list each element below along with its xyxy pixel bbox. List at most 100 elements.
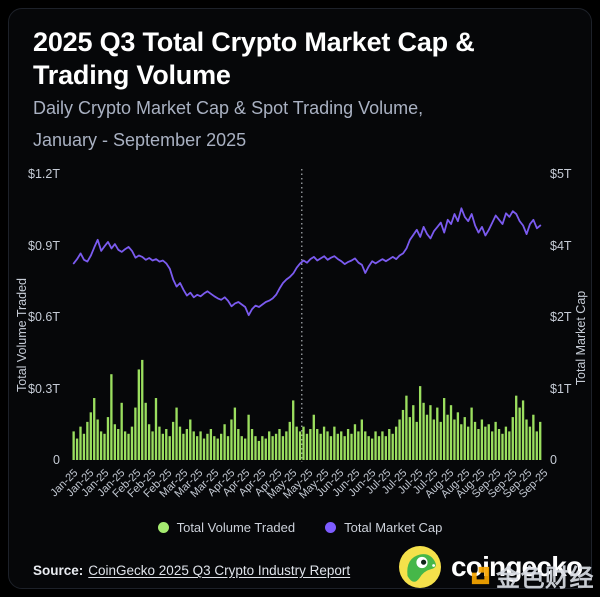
- volume-bar: [521, 400, 525, 460]
- source-report-link[interactable]: CoinGecko 2025 Q3 Crypto Industry Report: [88, 563, 351, 578]
- volume-bar: [384, 436, 387, 460]
- right-axis-tick-label: 0: [550, 453, 557, 467]
- volume-bar: [281, 436, 285, 460]
- coingecko-logo-icon: [399, 546, 441, 588]
- volume-bar: [175, 407, 178, 460]
- volume-bar: [343, 436, 346, 460]
- volume-bar: [418, 386, 422, 460]
- volume-bar: [425, 414, 429, 460]
- volume-bar: [274, 433, 278, 460]
- volume-bar: [120, 402, 123, 460]
- volume-bar: [364, 431, 367, 460]
- volume-bar: [401, 409, 405, 460]
- volume-bar: [161, 433, 165, 460]
- volume-bar: [442, 398, 446, 460]
- volume-bar: [528, 426, 532, 460]
- volume-bar: [165, 429, 168, 460]
- volume-bar: [388, 429, 391, 460]
- watermark-text: 金色财经: [496, 565, 594, 592]
- volume-bar: [449, 405, 453, 460]
- volume-bar: [463, 417, 466, 460]
- volume-bar: [429, 405, 432, 460]
- right-axis-tick-label: $1T: [550, 381, 572, 396]
- volume-bar: [185, 429, 189, 460]
- volume-bar: [123, 431, 127, 460]
- subtitle-line-2: January - September 2025: [33, 130, 247, 151]
- volume-bar: [316, 429, 319, 460]
- volume-bar: [532, 414, 535, 460]
- volume-bar: [223, 424, 226, 460]
- left-axis-title: Total Volume Traded: [15, 278, 29, 392]
- volume-bar: [405, 395, 408, 460]
- jinse-logo-icon: [471, 566, 490, 585]
- volume-bar: [422, 402, 425, 460]
- right-axis-tick-label: $4T: [550, 238, 572, 253]
- volume-bar: [477, 429, 480, 460]
- volume-bar: [508, 431, 511, 460]
- volume-bar: [350, 433, 353, 460]
- volume-bar: [271, 436, 274, 460]
- volume-bar: [491, 431, 494, 460]
- volume-bar: [230, 419, 233, 460]
- volume-bar: [312, 414, 315, 460]
- chart-legend: Total Volume Traded Total Market Cap: [0, 520, 600, 535]
- volume-bar: [381, 431, 384, 460]
- source-label: Source:: [33, 563, 84, 578]
- volume-bar: [117, 429, 120, 460]
- volume-bar: [158, 426, 161, 460]
- volume-bar: [377, 436, 381, 460]
- volume-bar: [432, 419, 436, 460]
- volume-bar: [333, 426, 336, 460]
- volume-bar: [182, 433, 185, 460]
- volume-bar: [515, 395, 518, 460]
- source-line: Source: CoinGecko 2025 Q3 Crypto Industry…: [33, 563, 350, 578]
- volume-bar: [415, 421, 418, 460]
- volume-bar: [168, 436, 171, 460]
- volume-bar: [103, 433, 106, 460]
- page-subtitle: Daily Crypto Market Cap & Spot Trading V…: [33, 92, 553, 156]
- volume-bar: [226, 436, 230, 460]
- volume-bar: [206, 433, 209, 460]
- volume-bar: [346, 429, 350, 460]
- volume-bar: [539, 421, 542, 460]
- market-cap-line: [72, 207, 542, 317]
- volume-bar: [195, 436, 199, 460]
- volume-bar: [130, 426, 134, 460]
- right-axis-tick-label: $5T: [550, 167, 572, 181]
- subtitle-line-1: Daily Crypto Market Cap & Spot Trading V…: [33, 98, 424, 118]
- right-axis-title: Total Market Cap: [574, 290, 588, 386]
- volume-bar: [497, 429, 501, 460]
- page-title: 2025 Q3 Total Crypto Market Cap & Tradin…: [33, 26, 573, 92]
- volume-bar: [141, 359, 144, 460]
- volume-bar: [110, 374, 113, 460]
- volume-bar: [216, 438, 219, 460]
- volume-bar: [494, 421, 497, 460]
- volume-bar: [99, 431, 103, 460]
- volume-bar: [504, 426, 508, 460]
- volume-bar: [178, 426, 182, 460]
- volume-bar: [237, 429, 240, 460]
- volume-bar: [72, 431, 75, 460]
- volume-bar: [484, 426, 487, 460]
- volume-bars: [72, 359, 542, 460]
- volume-bar: [247, 414, 250, 460]
- volume-bar: [93, 398, 96, 460]
- volume-bar: [535, 431, 538, 460]
- volume-bar: [309, 429, 312, 460]
- volume-bar: [480, 419, 484, 460]
- left-axis-tick-label: $0.3T: [28, 381, 60, 396]
- volume-bar: [336, 433, 339, 460]
- volume-bar: [189, 419, 192, 460]
- right-axis-tick-label: $2T: [550, 310, 572, 324]
- volume-bar: [511, 417, 514, 460]
- volume-bar: [501, 433, 504, 460]
- volume-bar: [398, 419, 401, 460]
- volume-bar: [357, 431, 360, 460]
- volume-bar: [467, 426, 470, 460]
- volume-bar: [199, 431, 202, 460]
- volume-bar: [518, 407, 521, 460]
- volume-bar: [326, 431, 329, 460]
- volume-bar: [473, 421, 477, 460]
- volume-bar: [525, 419, 528, 460]
